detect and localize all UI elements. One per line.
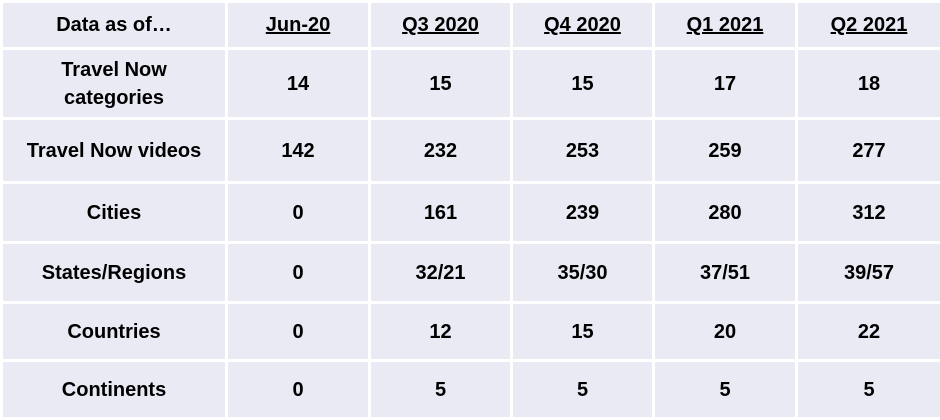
value-cell: 0 bbox=[225, 241, 371, 304]
value-cell: 15 bbox=[510, 47, 655, 120]
row-label: Continents bbox=[0, 359, 228, 420]
header-cell: Q1 2021 bbox=[652, 0, 798, 50]
value-cell: 22 bbox=[795, 301, 940, 362]
header-cell: Q4 2020 bbox=[510, 0, 655, 50]
value-cell: 14 bbox=[225, 47, 371, 120]
row-label: Travel Now videos bbox=[0, 117, 228, 184]
data-row: Cities 0 161 239 280 312 bbox=[0, 181, 940, 244]
header-text: Q2 2021 bbox=[830, 14, 908, 36]
header-cell: Q3 2020 bbox=[368, 0, 513, 50]
value-cell: 0 bbox=[225, 301, 371, 362]
value-cell: 39/57 bbox=[795, 241, 940, 304]
header-cell: Jun-20 bbox=[225, 0, 371, 50]
value-cell: 312 bbox=[795, 181, 940, 244]
header-cell: Data as of… bbox=[0, 0, 228, 50]
value-cell: 17 bbox=[652, 47, 798, 120]
value-cell: 37/51 bbox=[652, 241, 798, 304]
header-text: Jun-20 bbox=[265, 14, 331, 36]
value-cell: 280 bbox=[652, 181, 798, 244]
value-cell: 5 bbox=[368, 359, 513, 420]
value-cell: 277 bbox=[795, 117, 940, 184]
data-row: Travel Now videos 142 232 253 259 277 bbox=[0, 117, 940, 184]
value-cell: 253 bbox=[510, 117, 655, 184]
header-cell: Q2 2021 bbox=[795, 0, 940, 50]
row-label: Travel Now categories bbox=[0, 47, 228, 120]
row-label: Countries bbox=[0, 301, 228, 362]
value-cell: 35/30 bbox=[510, 241, 655, 304]
value-cell: 259 bbox=[652, 117, 798, 184]
value-cell: 5 bbox=[510, 359, 655, 420]
value-cell: 161 bbox=[368, 181, 513, 244]
header-text: Data as of… bbox=[56, 14, 172, 36]
value-cell: 15 bbox=[368, 47, 513, 120]
value-cell: 20 bbox=[652, 301, 798, 362]
value-cell: 32/21 bbox=[368, 241, 513, 304]
header-text: Q4 2020 bbox=[544, 14, 621, 36]
value-cell: 5 bbox=[652, 359, 798, 420]
value-cell: 5 bbox=[795, 359, 940, 420]
value-cell: 0 bbox=[225, 181, 371, 244]
header-text: Q3 2020 bbox=[402, 14, 479, 36]
data-row: States/Regions 0 32/21 35/30 37/51 39/57 bbox=[0, 241, 940, 304]
value-cell: 18 bbox=[795, 47, 940, 120]
header-row: Data as of… Jun-20 Q3 2020 Q4 2020 Q1 2021 Q2… bbox=[0, 0, 940, 50]
value-cell: 142 bbox=[225, 117, 371, 184]
header-text: Q1 2021 bbox=[686, 14, 764, 36]
data-row: Travel Now categories 14 15 15 17 18 bbox=[0, 47, 940, 120]
data-row: Continents 0 5 5 5 5 bbox=[0, 359, 940, 420]
value-cell: 15 bbox=[510, 301, 655, 362]
value-cell: 0 bbox=[225, 359, 371, 420]
value-cell: 232 bbox=[368, 117, 513, 184]
value-cell: 239 bbox=[510, 181, 655, 244]
data-row: Countries 0 12 15 20 22 bbox=[0, 301, 940, 362]
value-cell: 12 bbox=[368, 301, 513, 362]
row-label: Cities bbox=[0, 181, 228, 244]
row-label: States/Regions bbox=[0, 241, 228, 304]
